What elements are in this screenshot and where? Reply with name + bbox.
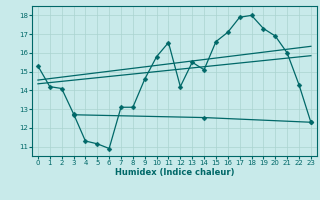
X-axis label: Humidex (Indice chaleur): Humidex (Indice chaleur) [115,168,234,177]
